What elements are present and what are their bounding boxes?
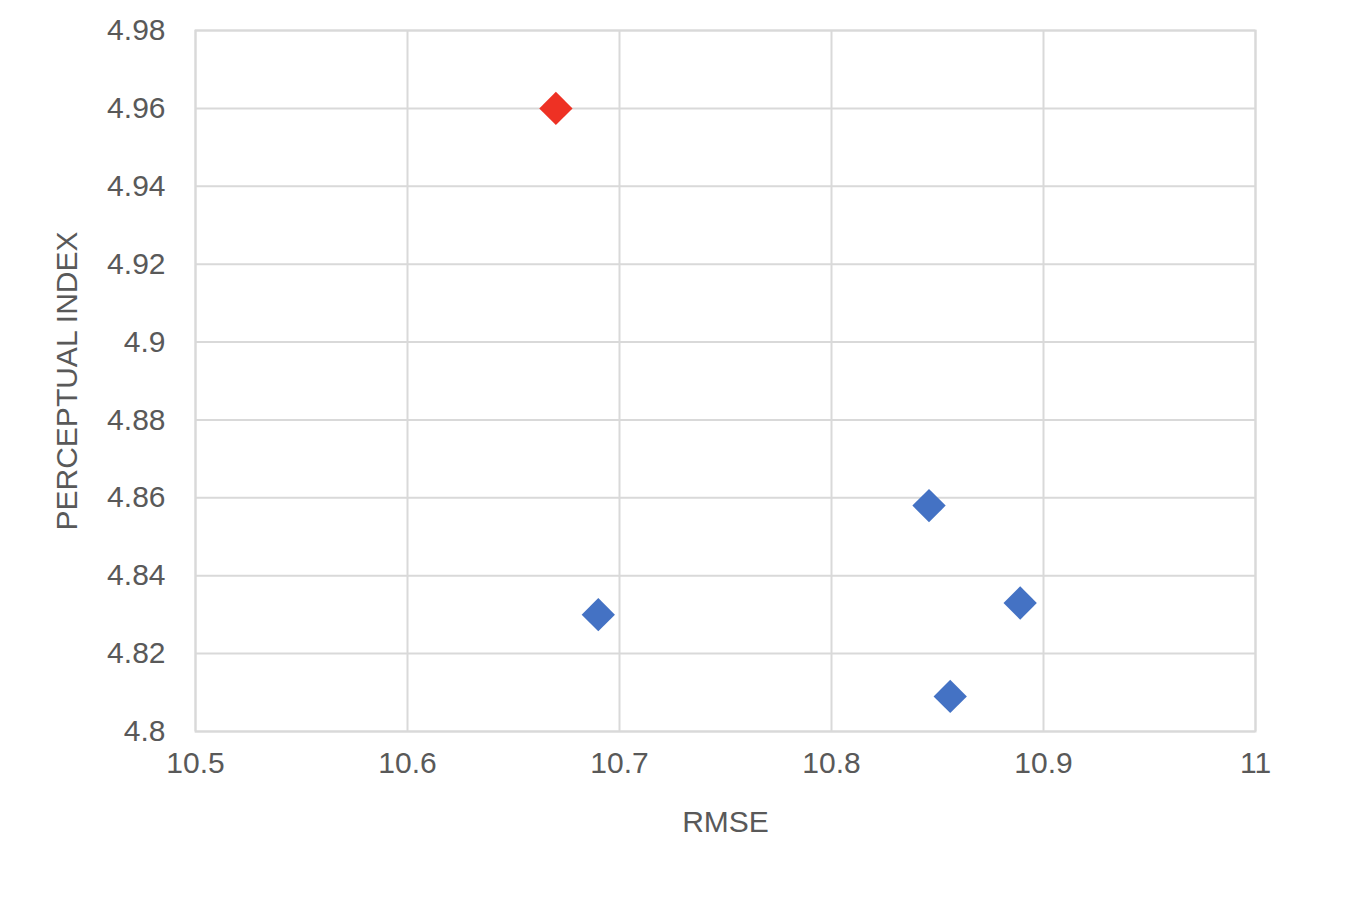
svg-text:4.88: 4.88 xyxy=(107,403,165,436)
svg-text:4.86: 4.86 xyxy=(107,480,165,513)
svg-text:4.9: 4.9 xyxy=(124,325,166,358)
svg-text:10.5: 10.5 xyxy=(166,746,224,779)
svg-text:4.92: 4.92 xyxy=(107,247,165,280)
svg-text:4.96: 4.96 xyxy=(107,91,165,124)
svg-text:4.94: 4.94 xyxy=(107,169,165,202)
svg-text:4.82: 4.82 xyxy=(107,636,165,669)
svg-text:4.84: 4.84 xyxy=(107,558,165,591)
svg-text:10.9: 10.9 xyxy=(1014,746,1072,779)
svg-text:RMSE: RMSE xyxy=(682,805,769,838)
svg-text:4.8: 4.8 xyxy=(124,714,166,747)
svg-text:PERCEPTUAL INDEX: PERCEPTUAL INDEX xyxy=(50,232,83,531)
svg-text:10.8: 10.8 xyxy=(802,746,860,779)
svg-text:10.6: 10.6 xyxy=(378,746,436,779)
svg-text:11: 11 xyxy=(1240,746,1271,779)
svg-text:4.98: 4.98 xyxy=(107,13,165,46)
svg-text:10.7: 10.7 xyxy=(590,746,648,779)
